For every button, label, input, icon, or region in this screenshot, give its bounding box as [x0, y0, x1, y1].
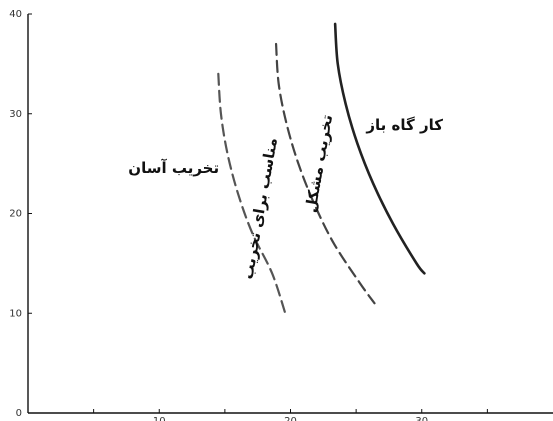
region-label-2: مناسب برای تخریب: [239, 136, 282, 280]
region-label-3: تخریب مشکل: [301, 113, 336, 214]
chart-series: [217, 22, 426, 315]
chart-ticks: 0 10 20 30 40 10 20 30: [9, 9, 488, 421]
series-line-1: [217, 72, 287, 315]
y-tick-label: 0: [16, 408, 22, 419]
x-tick-label: 30: [415, 416, 428, 421]
y-tick-label: 30: [9, 109, 22, 120]
y-tick-label: 20: [9, 209, 22, 220]
chart-region-labels: تخریب آسان مناسب برای تخریب تخریب مشکل کار …: [128, 113, 443, 280]
x-tick-label: 20: [284, 416, 297, 421]
x-tick-label: 10: [153, 416, 166, 421]
region-label-1: تخریب آسان: [128, 159, 219, 177]
series-line-3: [333, 22, 426, 275]
region-label-4: کار گاه باز: [365, 116, 443, 134]
series-line-2: [274, 42, 376, 305]
y-tick-label: 10: [9, 308, 22, 319]
chart-axes: [27, 14, 553, 414]
y-tick-label: 40: [9, 9, 22, 20]
